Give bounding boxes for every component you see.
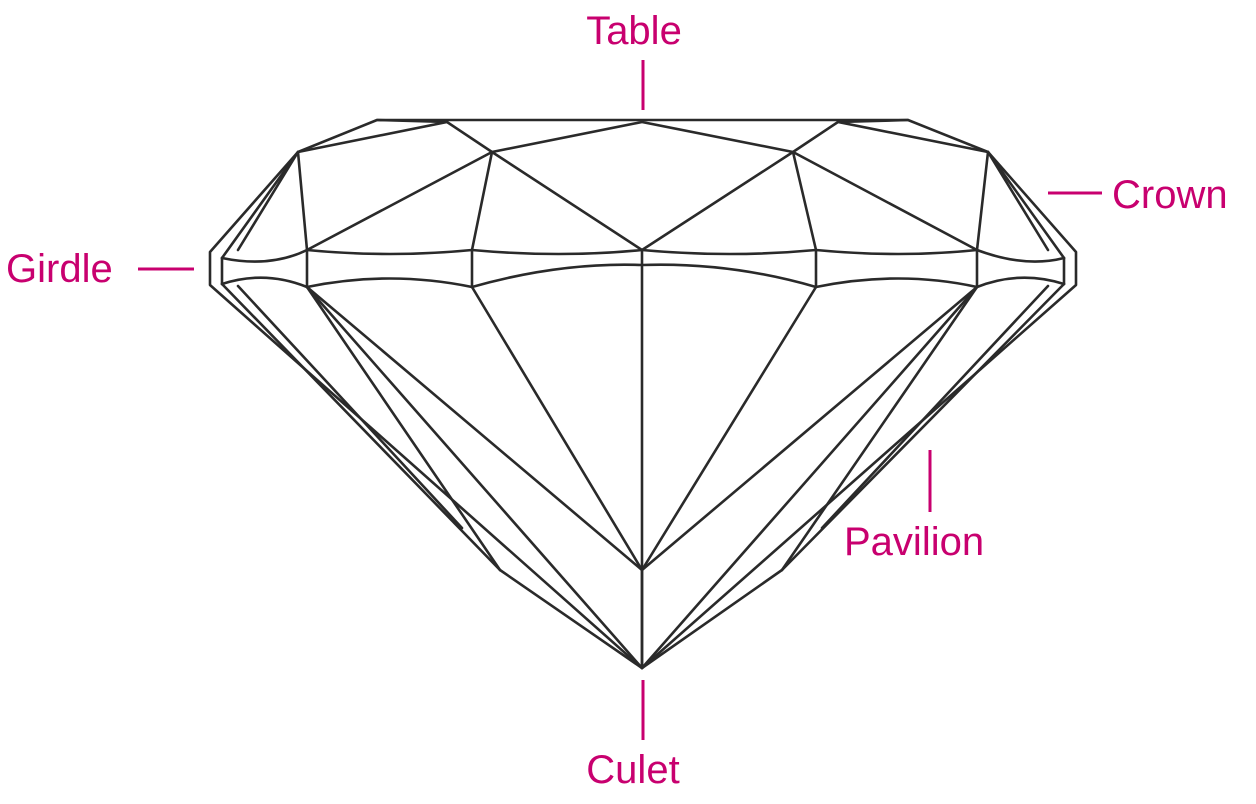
pavilion-label: Pavilion	[844, 520, 984, 564]
labels: Table Crown Girdle Pavilion Culet	[6, 9, 1228, 792]
star-facet-row	[305, 150, 979, 252]
diamond-drawing	[208, 118, 1078, 670]
table-edge	[296, 120, 990, 154]
pavilion-facets	[220, 263, 1066, 670]
diamond-outline	[208, 118, 1078, 670]
crown-label: Crown	[1112, 173, 1228, 217]
girdle-inner-outline	[220, 256, 1066, 286]
girdle-label: Girdle	[6, 247, 113, 291]
culet-label: Culet	[586, 748, 679, 792]
crown-facets	[220, 118, 1066, 260]
table-label: Table	[586, 9, 682, 53]
